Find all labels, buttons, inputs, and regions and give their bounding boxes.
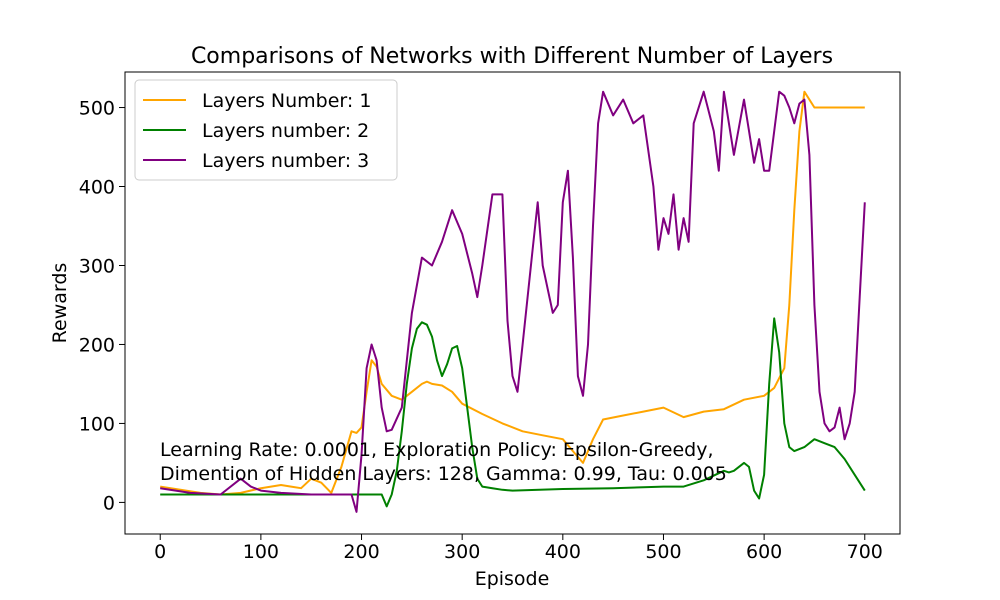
y-tick-label: 500 [79, 98, 115, 120]
x-tick-label: 200 [343, 541, 379, 563]
y-tick-label: 400 [79, 177, 115, 199]
x-tick-label: 0 [154, 541, 166, 563]
x-axis: 0 100 200 300 400 500 600 700 [154, 534, 883, 563]
y-tick-label: 200 [79, 334, 115, 356]
legend-label-layers-2: Layers number: 2 [202, 120, 369, 142]
x-axis-label: Episode [475, 568, 550, 590]
series-layer [160, 90, 866, 513]
annotation: Learning Rate: 0.0001, Exploration Polic… [160, 439, 727, 485]
series-line-layers-1 [160, 90, 865, 496]
x-tick-label: 600 [746, 541, 782, 563]
series-line-layers-2 [160, 317, 866, 508]
x-tick-label: 700 [847, 541, 883, 563]
y-tick-label: 300 [79, 255, 115, 277]
y-axis: 0 100 200 300 400 500 [79, 98, 125, 514]
x-tick-label: 500 [645, 541, 681, 563]
legend: Layers Number: 1 Layers number: 2 Layers… [134, 79, 398, 181]
plot-frame [124, 71, 901, 535]
y-axis-label: Rewards [49, 263, 71, 344]
legend-label-layers-3: Layers number: 3 [202, 150, 369, 172]
legend-box [134, 79, 398, 181]
y-tick-label: 100 [79, 413, 115, 435]
x-tick-label: 400 [545, 541, 581, 563]
annotation-line-1: Learning Rate: 0.0001, Exploration Polic… [160, 439, 714, 461]
x-tick-label: 300 [444, 541, 480, 563]
chart-title: Comparisons of Networks with Different N… [191, 44, 833, 69]
x-tick-label: 100 [243, 541, 279, 563]
series-line-layers-3 [160, 90, 866, 513]
annotation-line-2: Dimention of Hidden Layers: 128, Gamma: … [160, 463, 727, 485]
y-tick-label: 0 [103, 492, 115, 514]
legend-label-layers-1: Layers Number: 1 [202, 90, 371, 112]
